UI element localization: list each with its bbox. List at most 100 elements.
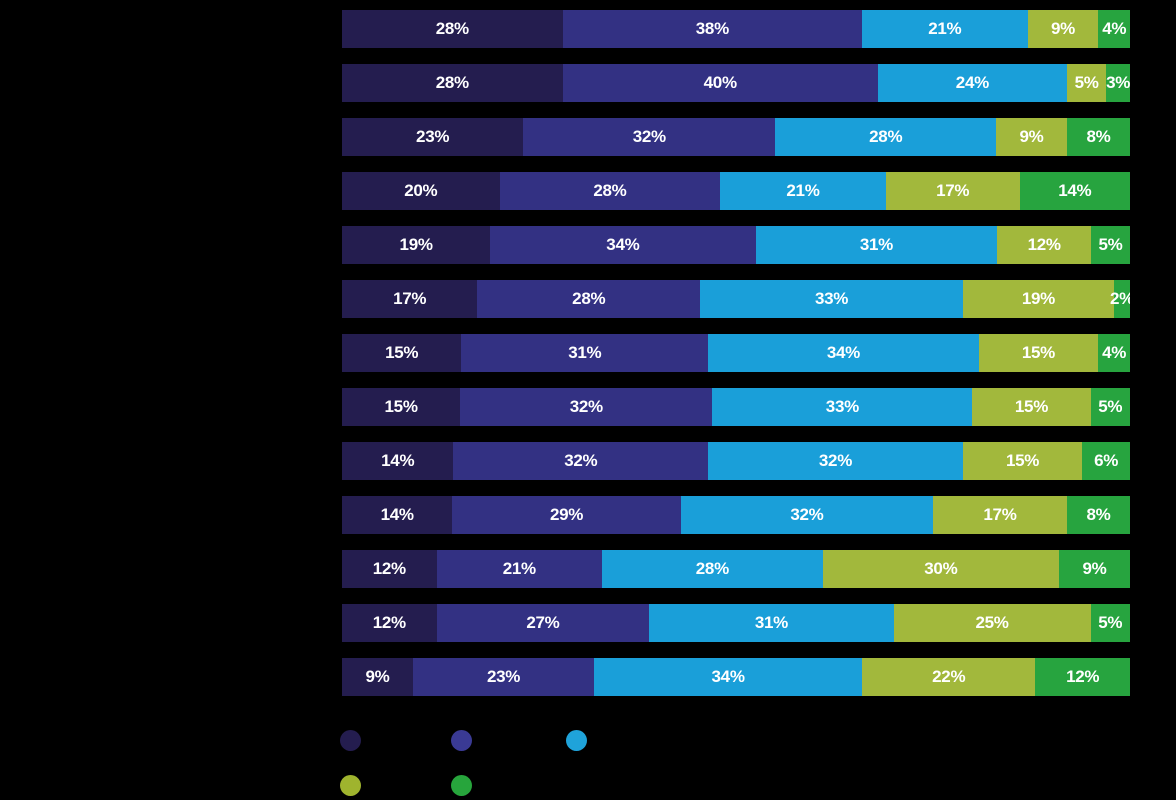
bar-segment: 5% [1090, 604, 1130, 642]
bar-row: 9% 23% 34% 22% 12% [342, 658, 1130, 696]
legend-dot-2 [451, 730, 472, 751]
bar-segment-label: 28% [435, 73, 469, 92]
bar-segment-label: 5% [1098, 613, 1123, 632]
bar-segment-label: 29% [550, 505, 584, 524]
bar-segment: 28% [499, 172, 721, 210]
stacked-bar-chart: 28% 38% 21% 9% 4% 28% 40% 24% 5% 3% 23% 32% 28% 9% 8% 2… [342, 10, 1130, 696]
bar-segment: 38% [562, 10, 863, 48]
bar-segment-label: 4% [1102, 19, 1127, 38]
bar-segment-label: 9% [1050, 19, 1075, 38]
bar-segment-label: 21% [928, 19, 962, 38]
bar-segment-label: 27% [526, 613, 560, 632]
bar-segment-label: 14% [1058, 181, 1092, 200]
bar-segment: 15% [978, 334, 1099, 372]
bar-segment-label: 12% [1027, 235, 1061, 254]
bar-segment: 6% [1082, 442, 1130, 480]
bar-segment-label: 9% [365, 667, 390, 686]
bar-segment: 32% [708, 442, 963, 480]
bar-segment: 28% [342, 10, 563, 48]
bar-segment: 8% [1066, 496, 1130, 534]
bar-segment-label: 31% [754, 613, 788, 632]
bar-segment: 30% [822, 550, 1060, 588]
bar-segment-label: 12% [372, 613, 406, 632]
bar-segment-label: 24% [955, 73, 989, 92]
bar-segment-label: 15% [1021, 343, 1055, 362]
bar-row: 23% 32% 28% 9% 8% [342, 118, 1130, 156]
bar-segment: 32% [453, 442, 709, 480]
bar-segment: 12% [997, 226, 1091, 264]
bar-segment: 9% [1027, 10, 1099, 48]
bar-segment-label: 22% [932, 667, 966, 686]
bar-segment-label: 34% [606, 235, 640, 254]
bar-segment-label: 28% [593, 181, 627, 200]
bar-segment-label: 5% [1074, 73, 1099, 92]
bar-segment: 17% [342, 280, 478, 318]
bar-segment-label: 15% [1005, 451, 1040, 470]
bar-segment-label: 14% [380, 505, 414, 524]
bar-segment-label: 8% [1086, 505, 1111, 524]
bar-segment-label: 6% [1094, 451, 1119, 470]
bar-segment-label: 28% [869, 127, 903, 146]
bar-segment: 23% [412, 658, 595, 696]
bar-segment: 8% [1066, 118, 1130, 156]
bar-segment: 33% [712, 388, 973, 426]
bar-segment: 9% [996, 118, 1067, 156]
bar-segment: 17% [885, 172, 1020, 210]
bar-segment: 4% [1098, 10, 1130, 48]
bar-segment-label: 34% [711, 667, 745, 686]
bar-segment-label: 38% [695, 19, 729, 38]
bar-row: 12% 27% 31% 25% 5% [342, 604, 1130, 642]
bar-segment: 12% [342, 550, 437, 588]
bar-segment: 4% [1098, 334, 1130, 372]
bar-segment-label: 15% [384, 397, 418, 416]
bar-segment: 2% [1110, 280, 1130, 318]
bar-segment-label: 28% [435, 19, 469, 38]
bar-segment: 12% [1035, 658, 1130, 696]
bar-segment-label: 12% [372, 559, 406, 578]
bar-segment-label: 32% [790, 505, 824, 524]
bar-segment-label: 9% [1019, 127, 1044, 146]
bar-segment-label: 21% [502, 559, 536, 578]
bar-segment: 31% [755, 226, 998, 264]
bar-segment: 32% [523, 118, 776, 156]
bar-segment: 40% [562, 64, 878, 102]
bar-segment: 27% [436, 604, 650, 642]
bar-segment: 17% [932, 496, 1067, 534]
bar-segment: 15% [342, 388, 461, 426]
bar-segment-label: 19% [1021, 289, 1055, 308]
bar-row: 15% 32% 33% 15% 5% [342, 388, 1130, 426]
bar-segment: 29% [452, 496, 681, 534]
bar-segment: 14% [342, 496, 453, 534]
bar-segment: 5% [1090, 388, 1130, 426]
bar-segment: 34% [490, 226, 756, 264]
bar-segment: 28% [775, 118, 997, 156]
bar-segment: 21% [720, 172, 886, 210]
bar-segment: 5% [1090, 226, 1130, 264]
bar-segment: 34% [594, 658, 863, 696]
bar-segment: 32% [680, 496, 933, 534]
bar-segment: 14% [342, 442, 454, 480]
bar-row: 15% 31% 34% 15% 4% [342, 334, 1130, 372]
bar-segment-label: 23% [486, 667, 521, 686]
bar-row: 14% 29% 32% 17% 8% [342, 496, 1130, 534]
bar-segment-label: 31% [859, 235, 893, 254]
legend-dot-4 [340, 775, 361, 796]
bar-segment-label: 17% [936, 181, 970, 200]
bar-segment-label: 20% [404, 181, 438, 200]
bar-row: 19% 34% 31% 12% 5% [342, 226, 1130, 264]
bar-segment: 28% [342, 64, 563, 102]
bar-segment: 12% [342, 604, 437, 642]
bar-segment-label: 5% [1098, 397, 1123, 416]
bar-segment-label: 33% [825, 397, 859, 416]
bar-segment-label: 30% [924, 559, 958, 578]
bar-segment: 19% [342, 226, 491, 264]
bar-segment-label: 14% [381, 451, 415, 470]
bar-segment: 31% [461, 334, 709, 372]
bar-segment-label: 17% [983, 505, 1017, 524]
bar-segment-label: 19% [399, 235, 433, 254]
bar-segment-label: 28% [572, 289, 606, 308]
bar-segment: 24% [877, 64, 1067, 102]
bar-segment: 15% [342, 334, 462, 372]
bar-row: 20% 28% 21% 17% 14% [342, 172, 1130, 210]
bar-segment-label: 4% [1102, 343, 1127, 362]
